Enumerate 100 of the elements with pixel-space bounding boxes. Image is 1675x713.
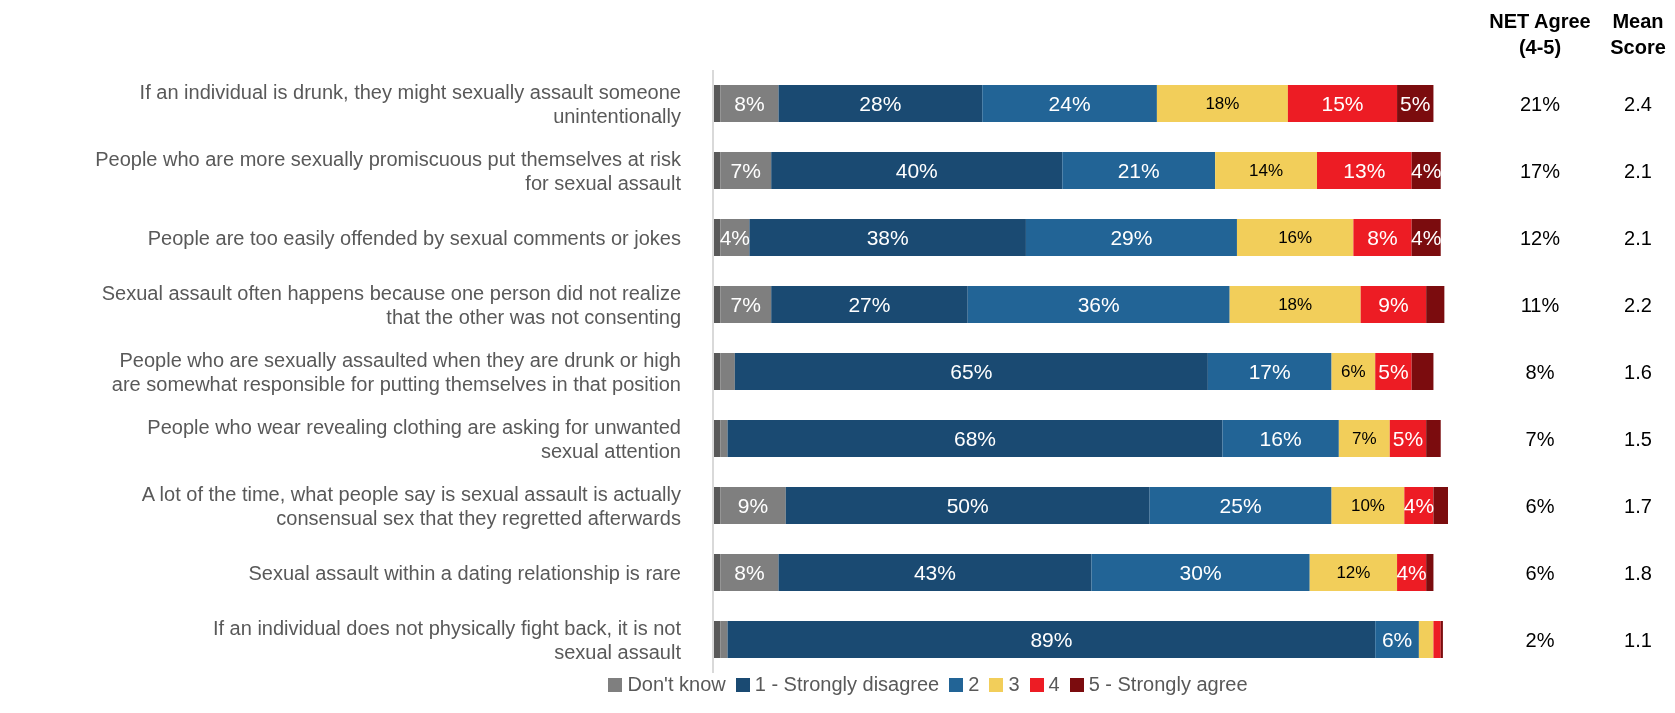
text: 2.1: [1623, 158, 1653, 184]
bar: [720, 621, 728, 658]
bar: [1433, 487, 1448, 524]
text: 1.6: [1623, 359, 1653, 385]
data-label: 9%: [1378, 293, 1409, 316]
legend-label: 3: [1007, 673, 1020, 696]
data-label: 29%: [1110, 226, 1153, 249]
data-label: 38%: [866, 226, 909, 249]
bar: [1426, 286, 1445, 323]
y-tick-label: Sexual assault within a dating relationship is rare: [248, 561, 681, 584]
bar: [1236, 219, 1354, 256]
text: 2.2: [1623, 292, 1653, 318]
text: 11%: [1519, 292, 1561, 318]
text: 2.4: [1623, 91, 1653, 117]
bar: [771, 152, 1063, 189]
bar: [778, 85, 983, 122]
data-label: 4%: [1396, 561, 1427, 584]
data-label: 89%: [1030, 628, 1073, 651]
data-label: 6%: [1381, 628, 1413, 651]
bar: [1309, 554, 1398, 591]
text: NET Agree (4-5): [1488, 9, 1592, 60]
data-label: 15%: [1321, 92, 1364, 115]
data-label: 18%: [1205, 94, 1240, 113]
data-label: 14%: [1249, 161, 1284, 180]
y-tick-label: People who are more sexually promiscuous put themselves at risk for sexual assault: [95, 147, 682, 194]
text: 17%: [1519, 158, 1561, 184]
text: 6%: [1524, 493, 1556, 519]
data-label: 7%: [1352, 429, 1377, 448]
data-label: 10%: [1350, 496, 1385, 515]
bar: [720, 487, 786, 524]
data-label: 24%: [1048, 92, 1091, 115]
data-label: 4%: [719, 226, 751, 249]
data-label: 50%: [946, 494, 989, 517]
y-tick-label: People are too easily offended by sexual comments or jokes: [147, 226, 681, 249]
bar: [720, 353, 735, 390]
data-label: 36%: [1077, 293, 1120, 316]
bar: [982, 85, 1157, 122]
bar: [1287, 85, 1398, 122]
data-label: 7%: [730, 293, 761, 316]
data-label: 8%: [1367, 226, 1398, 249]
data-label: 16%: [1259, 427, 1302, 450]
bar: [1025, 219, 1237, 256]
bar: [1353, 219, 1412, 256]
bar: [771, 286, 968, 323]
data-label: 12%: [1336, 563, 1371, 582]
text: 8%: [1524, 359, 1556, 385]
bar: [1440, 621, 1443, 658]
data-label: 21%: [1117, 159, 1160, 182]
data-label: 8%: [734, 92, 765, 115]
bar: [1062, 152, 1216, 189]
text: Mean Score: [1610, 10, 1666, 58]
legend-label: Don't know: [626, 673, 726, 696]
legend-label: 2: [967, 673, 980, 696]
text: 6%: [1524, 560, 1556, 586]
data-label: 16%: [1278, 228, 1313, 247]
bar: [1149, 487, 1332, 524]
bar: [1338, 420, 1390, 457]
bar: [727, 621, 1376, 658]
text: 12%: [1519, 225, 1561, 251]
data-label: 28%: [859, 92, 902, 115]
bar: [1360, 286, 1427, 323]
bar: [1426, 420, 1441, 457]
data-label: 5%: [1392, 427, 1424, 450]
data-label: 18%: [1278, 295, 1313, 314]
bar: [1156, 85, 1288, 122]
bar: [1229, 286, 1361, 323]
data-label: 27%: [848, 293, 891, 316]
text: 1.8: [1623, 560, 1653, 586]
text: 1.1: [1623, 627, 1653, 653]
y-tick-label: People who are sexually assaulted when they are drunk or high are somewhat responsible for putting themselves in that position: [111, 348, 681, 395]
legend-label: 5 - Strongly agree: [1087, 673, 1248, 696]
y-tick-label: If an individual is drunk, they might sexually assault someone unintentionally: [139, 80, 681, 127]
bar: [749, 219, 1026, 256]
bar: [1091, 554, 1310, 591]
bar: [720, 420, 728, 457]
bar: [1215, 152, 1318, 189]
bar: [1426, 554, 1434, 591]
data-label: 43%: [913, 561, 956, 584]
data-label: 8%: [734, 561, 765, 584]
data-label: 68%: [953, 427, 996, 450]
y-tick-label: People who wear revealing clothing are asking for unwanted sexual attention: [147, 415, 681, 462]
data-label: 4%: [1403, 494, 1435, 517]
legend-label: 4: [1047, 673, 1060, 696]
data-label: 40%: [895, 159, 938, 182]
text: 2.1: [1623, 225, 1653, 251]
data-label: 25%: [1219, 494, 1262, 517]
data-label: 30%: [1179, 561, 1222, 584]
bar: [785, 487, 1150, 524]
text: 1.7: [1623, 493, 1653, 519]
data-label: 9%: [737, 494, 769, 517]
y-tick-label: A lot of the time, what people say is sexual assault is actually consensual sex that they regretted afterwards: [141, 482, 681, 529]
text: 7%: [1524, 426, 1556, 452]
bar: [1207, 353, 1332, 390]
data-label: 17%: [1248, 360, 1291, 383]
data-label: 4%: [1410, 159, 1442, 182]
bar: [1222, 420, 1339, 457]
text: 2%: [1524, 627, 1556, 653]
bar: [727, 420, 1223, 457]
bar: [1411, 353, 1434, 390]
data-label: 13%: [1343, 159, 1386, 182]
